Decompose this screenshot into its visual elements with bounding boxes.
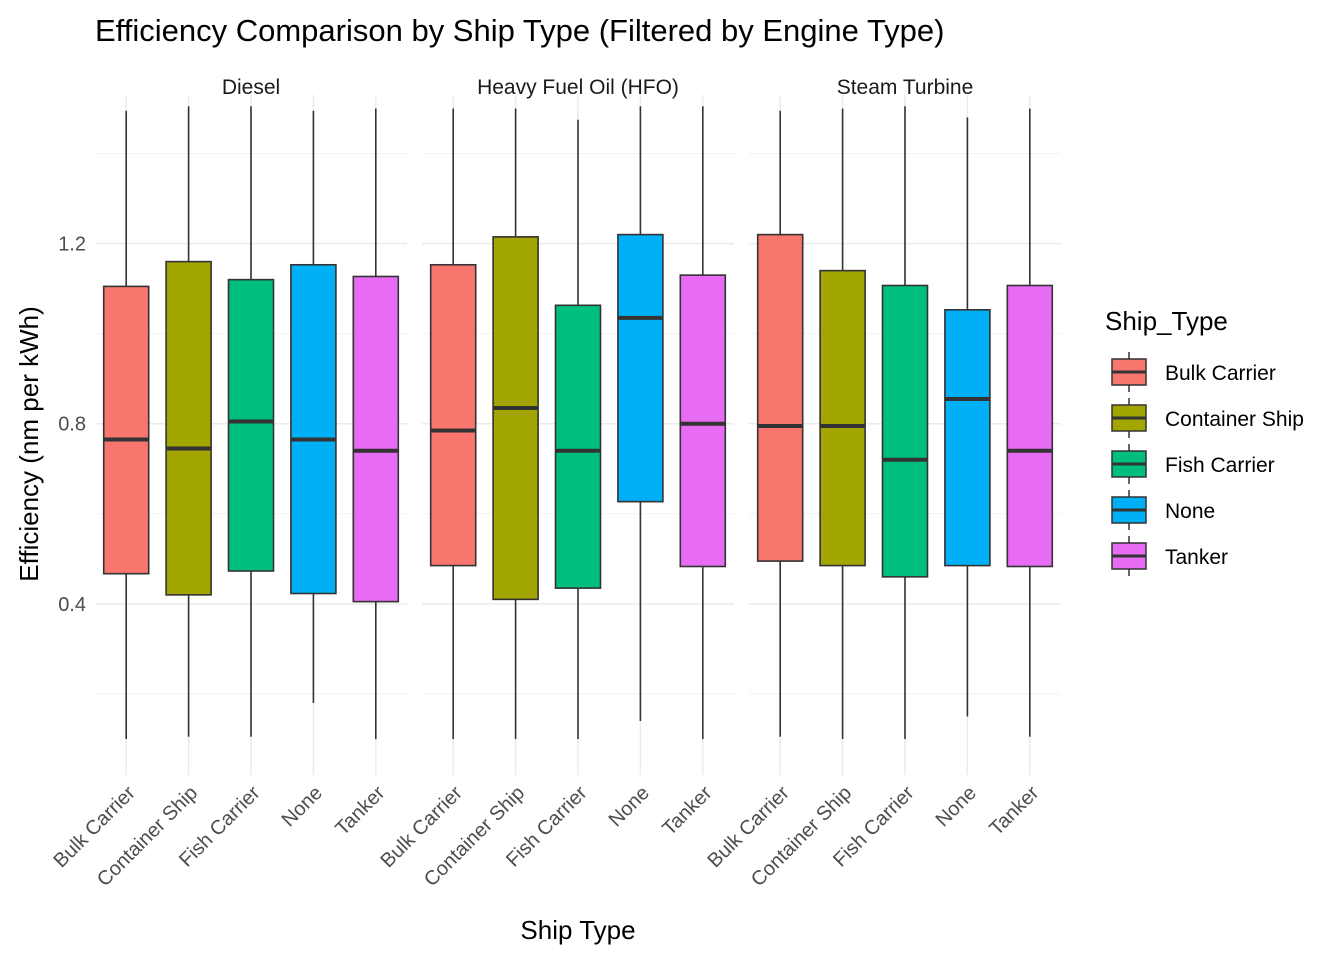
iqr-box [290,263,337,595]
boxplot-box [881,106,929,739]
boxplot-box [819,108,866,739]
boxplot-box [756,110,804,737]
y-axis: 0.4 0.8 1.2 [58,234,86,616]
iqr-box [679,274,727,568]
iqr-box [165,260,212,596]
boxplot-box [944,117,991,717]
facet-strip-label: Steam Turbine [837,76,974,99]
x-tick-label: None [278,782,327,831]
iqr-box [429,263,477,567]
boxplot-box [290,110,337,703]
legend-item: Container Ship [1111,398,1304,438]
boxplot-box [227,106,275,737]
legend-label: Fish Carrier [1165,454,1275,477]
legend-item: Fish Carrier [1111,444,1275,484]
iqr-box [227,278,275,572]
iqr-box [102,285,150,575]
facet-strip-label: Heavy Fuel Oil (HFO) [477,76,679,99]
boxplot-box [492,108,539,739]
iqr-box [492,236,539,601]
x-axis-title: Ship Type [520,915,635,945]
x-tick-label: Tanker [985,782,1043,840]
boxplot-box [165,106,212,737]
legend-title: Ship_Type [1105,306,1228,336]
iqr-box [819,269,866,567]
iqr-box [944,309,991,567]
y-tick-label: 1.2 [58,234,86,256]
iqr-box [1006,284,1054,568]
facet-panel: Heavy Fuel Oil (HFO)Bulk CarrierContaine… [377,76,734,891]
y-tick-label: 0.4 [58,594,86,616]
legend: Ship_Type Bulk Carrier Container Ship Fish… [1105,306,1304,576]
x-tick-label: Tanker [658,782,716,840]
legend-label: Container Ship [1165,408,1304,431]
iqr-box [617,233,664,503]
facet-strip-label: Diesel [222,76,280,99]
legend-label: Bulk Carrier [1165,362,1276,385]
legend-item: None [1111,490,1215,530]
boxplot-box [554,119,602,739]
chart-title: Efficiency Comparison by Ship Type (Filt… [95,13,945,48]
boxplot-box [679,106,727,739]
y-tick-label: 0.8 [58,414,86,436]
iqr-box [881,284,929,578]
boxplot-box [617,106,664,721]
legend-item: Bulk Carrier [1111,352,1276,392]
iqr-box [554,304,602,589]
iqr-box [352,275,400,603]
legend-item: Tanker [1111,536,1228,576]
x-tick-label: None [932,782,981,831]
boxplot-box [1006,108,1054,737]
boxplot-box [352,108,400,739]
y-axis-title: Efficiency (nm per kWh) [14,306,44,581]
iqr-box [756,233,804,562]
boxplot-box [429,108,477,739]
legend-label: Tanker [1165,546,1228,569]
x-tick-label: Tanker [331,782,389,840]
x-tick-label: None [605,782,654,831]
legend-label: None [1165,500,1215,523]
boxplot-box [102,110,150,739]
